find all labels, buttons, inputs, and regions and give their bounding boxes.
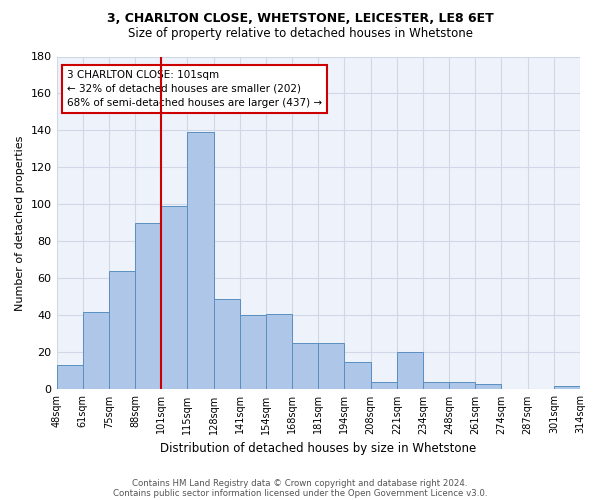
Bar	[292, 343, 318, 390]
Bar	[397, 352, 423, 390]
Bar	[449, 382, 475, 390]
Bar	[109, 271, 135, 390]
X-axis label: Distribution of detached houses by size in Whetstone: Distribution of detached houses by size …	[160, 442, 476, 455]
Bar	[214, 299, 240, 390]
Bar	[56, 366, 83, 390]
Bar	[187, 132, 214, 390]
Bar	[161, 206, 187, 390]
Bar	[423, 382, 449, 390]
Text: 3 CHARLTON CLOSE: 101sqm
← 32% of detached houses are smaller (202)
68% of semi-: 3 CHARLTON CLOSE: 101sqm ← 32% of detach…	[67, 70, 322, 108]
Bar	[240, 316, 266, 390]
Text: Contains public sector information licensed under the Open Government Licence v3: Contains public sector information licen…	[113, 488, 487, 498]
Bar	[135, 223, 161, 390]
Text: Size of property relative to detached houses in Whetstone: Size of property relative to detached ho…	[128, 28, 473, 40]
Text: Contains HM Land Registry data © Crown copyright and database right 2024.: Contains HM Land Registry data © Crown c…	[132, 478, 468, 488]
Bar	[83, 312, 109, 390]
Bar	[266, 314, 292, 390]
Bar	[475, 384, 502, 390]
Bar	[318, 343, 344, 390]
Bar	[554, 386, 580, 390]
Text: 3, CHARLTON CLOSE, WHETSTONE, LEICESTER, LE8 6ET: 3, CHARLTON CLOSE, WHETSTONE, LEICESTER,…	[107, 12, 493, 26]
Y-axis label: Number of detached properties: Number of detached properties	[15, 136, 25, 310]
Bar	[344, 362, 371, 390]
Bar	[371, 382, 397, 390]
